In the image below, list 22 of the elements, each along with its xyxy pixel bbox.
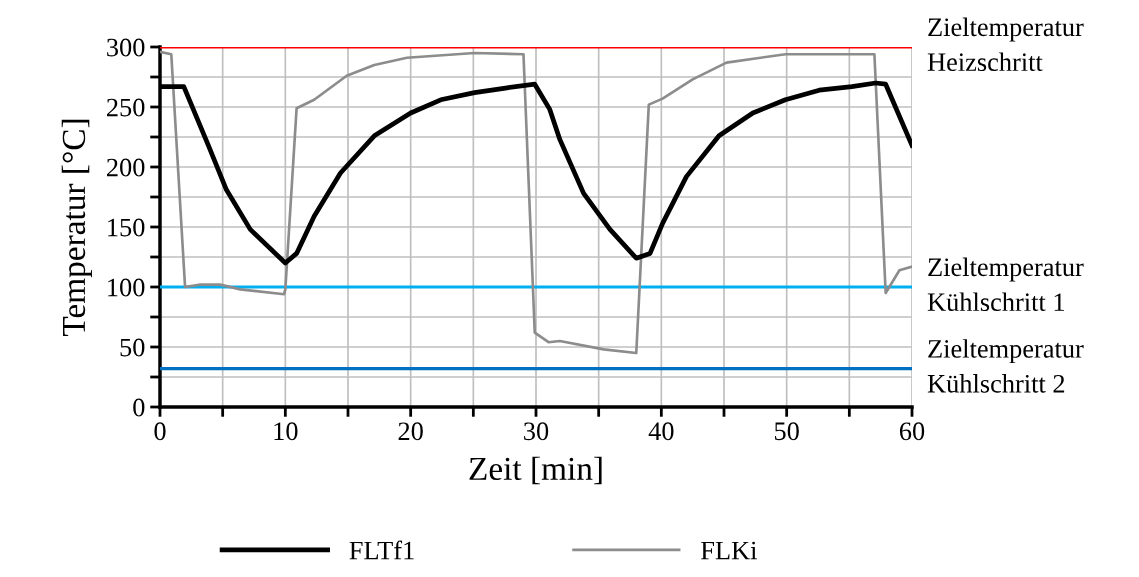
x-tick-label: 30: [524, 422, 549, 441]
x-tick-label: 10: [274, 422, 298, 441]
x-tick-label: 0: [154, 422, 166, 441]
x-tick-label: 50: [775, 422, 799, 441]
ref-line-label: Zieltemperatur Kühlschritt 1: [927, 257, 1084, 312]
y-tick-label: 250: [106, 98, 145, 117]
x-tick-label: 20: [398, 422, 423, 441]
y-tick-label: 200: [106, 158, 145, 177]
x-tick-label: 40: [648, 422, 674, 441]
ref-line-label: Zieltemperatur Kühlschritt 2: [927, 339, 1084, 393]
legend-label: FLKi: [701, 541, 757, 560]
y-tick-label: 150: [108, 218, 145, 237]
x-tick-label: 60: [899, 422, 925, 441]
y-tick-label: 0: [133, 398, 145, 417]
line-series: [160, 50, 912, 355]
y-tick-label: 50: [120, 338, 145, 357]
y-tick-label: 100: [108, 278, 145, 297]
ref-line-label: Zieltemperatur Heizschritt: [927, 17, 1084, 72]
y-axis-title: Temperatur [°C]: [61, 119, 92, 337]
legend-label: FLTf1: [349, 540, 414, 560]
x-axis-title: Zeit [min]: [469, 456, 602, 485]
y-tick-label: 300: [107, 38, 145, 57]
